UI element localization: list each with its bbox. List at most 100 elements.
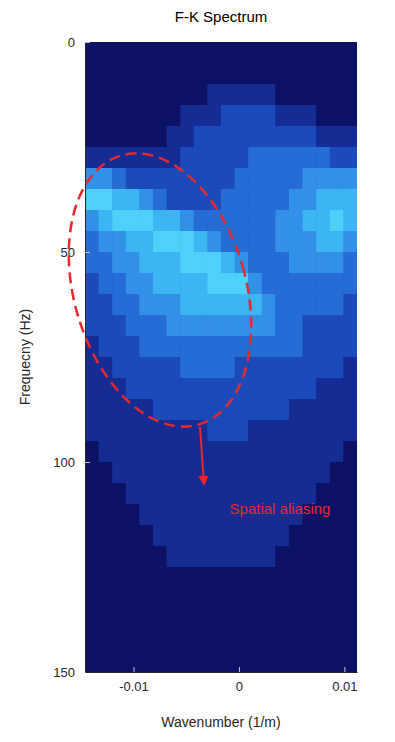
heatmap-cell (235, 399, 249, 421)
heatmap-cell (248, 168, 262, 190)
heatmap-cell (235, 588, 249, 610)
heatmap-cell (316, 294, 330, 316)
heatmap-cell (139, 588, 153, 610)
heatmap-cell (207, 84, 221, 106)
heatmap-cell (194, 315, 208, 337)
heatmap-cell (343, 504, 357, 526)
heatmap-cell (303, 651, 317, 672)
heatmap-cell (316, 441, 330, 463)
heatmap-cell (316, 315, 330, 337)
heatmap-cell (85, 462, 99, 484)
heatmap-cell (262, 420, 276, 442)
heatmap-cell (275, 588, 289, 610)
heatmap-cell (330, 315, 344, 337)
heatmap-cell (275, 63, 289, 85)
heatmap-cell (275, 42, 289, 64)
heatmap-cell (112, 441, 126, 463)
heatmap-cell (262, 630, 276, 652)
tick-label: 0.01 (332, 679, 357, 694)
heatmap-cell (221, 147, 235, 169)
heatmap-cell (180, 378, 194, 400)
heatmap-cell (330, 567, 344, 589)
heatmap-cell (85, 315, 99, 337)
heatmap-cell (99, 84, 113, 106)
heatmap-cell (112, 525, 126, 547)
heatmap-cell (85, 189, 99, 211)
heatmap-cell (343, 651, 357, 672)
tick: -0.01 (119, 667, 149, 694)
heatmap-cell (343, 609, 357, 631)
heatmap-cell (180, 651, 194, 672)
tick-label: 150 (53, 665, 75, 680)
heatmap-cell (330, 273, 344, 295)
heatmap-cell (275, 609, 289, 631)
heatmap-cell (180, 525, 194, 547)
heatmap-cell (316, 630, 330, 652)
heatmap-cell (126, 441, 140, 463)
heatmap-cell (153, 231, 167, 253)
heatmap-cell (343, 315, 357, 337)
heatmap-cell (262, 399, 276, 421)
heatmap-cell (343, 336, 357, 358)
heatmap-cell (289, 546, 303, 568)
heatmap-cell (153, 525, 167, 547)
heatmap-cell (330, 231, 344, 253)
plot-background (85, 42, 357, 672)
heatmap-cell (235, 336, 249, 358)
heatmap-cell (194, 273, 208, 295)
heatmap-cell (235, 294, 249, 316)
heatmap-cell (235, 84, 249, 106)
heatmap-cell (139, 546, 153, 568)
heatmap-cell (99, 210, 113, 232)
heatmap-cell (303, 147, 317, 169)
heatmap-cell (139, 651, 153, 672)
heatmap-cell (221, 609, 235, 631)
heatmap-cell (207, 378, 221, 400)
heatmap-cell (194, 105, 208, 127)
heatmap-cell (303, 63, 317, 85)
heatmap-cell (112, 168, 126, 190)
heatmap-cell (343, 84, 357, 106)
heatmap-cell (248, 399, 262, 421)
heatmap-cell (262, 462, 276, 484)
heatmap-cell (221, 546, 235, 568)
heatmap-cell (139, 63, 153, 85)
heatmap-cell (85, 231, 99, 253)
heatmap-cell (207, 588, 221, 610)
heatmap-cell (303, 168, 317, 190)
heatmap-cell (289, 315, 303, 337)
heatmap-cell (180, 189, 194, 211)
heatmap-cell (180, 126, 194, 148)
heatmap-cell (303, 567, 317, 589)
heatmap-cell (194, 231, 208, 253)
heatmap-cell (126, 42, 140, 64)
heatmap-cell (235, 189, 249, 211)
heatmap-cell (343, 126, 357, 148)
heatmap-cell (99, 567, 113, 589)
heatmap-cell (303, 252, 317, 274)
heatmap-cell (221, 273, 235, 295)
heatmap-cell (99, 462, 113, 484)
heatmap-cell (262, 105, 276, 127)
heatmap-cell (248, 567, 262, 589)
heatmap-cell (139, 630, 153, 652)
heatmap-cell (194, 399, 208, 421)
heatmap-cell (112, 504, 126, 526)
annotation-ellipse (39, 132, 282, 449)
heatmap-cell (221, 420, 235, 442)
heatmap-cell (289, 609, 303, 631)
heatmap-cell (194, 210, 208, 232)
heatmap-cell (221, 252, 235, 274)
heatmap-cell (112, 189, 126, 211)
heatmap-cell (221, 630, 235, 652)
heatmap-cell (194, 147, 208, 169)
annotation-arrow (200, 427, 204, 484)
heatmap-cell (275, 189, 289, 211)
tick: 0 (236, 667, 243, 694)
heatmap-cell (316, 252, 330, 274)
heatmap-cell (112, 126, 126, 148)
heatmap-cell (330, 420, 344, 442)
tick: 0 (68, 35, 90, 50)
heatmap-cell (262, 336, 276, 358)
heatmap-cell (139, 315, 153, 337)
